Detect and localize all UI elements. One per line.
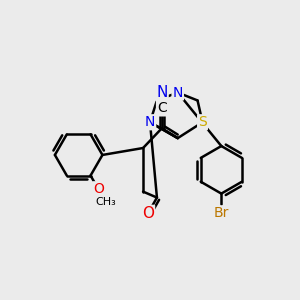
Text: N: N	[145, 115, 155, 129]
Text: CH₃: CH₃	[95, 197, 116, 207]
Text: N: N	[156, 85, 168, 100]
Text: S: S	[198, 115, 207, 129]
Text: O: O	[142, 206, 154, 221]
Text: O: O	[93, 182, 104, 196]
Text: Br: Br	[214, 206, 229, 220]
Text: N: N	[172, 85, 183, 100]
Text: C: C	[157, 101, 167, 116]
